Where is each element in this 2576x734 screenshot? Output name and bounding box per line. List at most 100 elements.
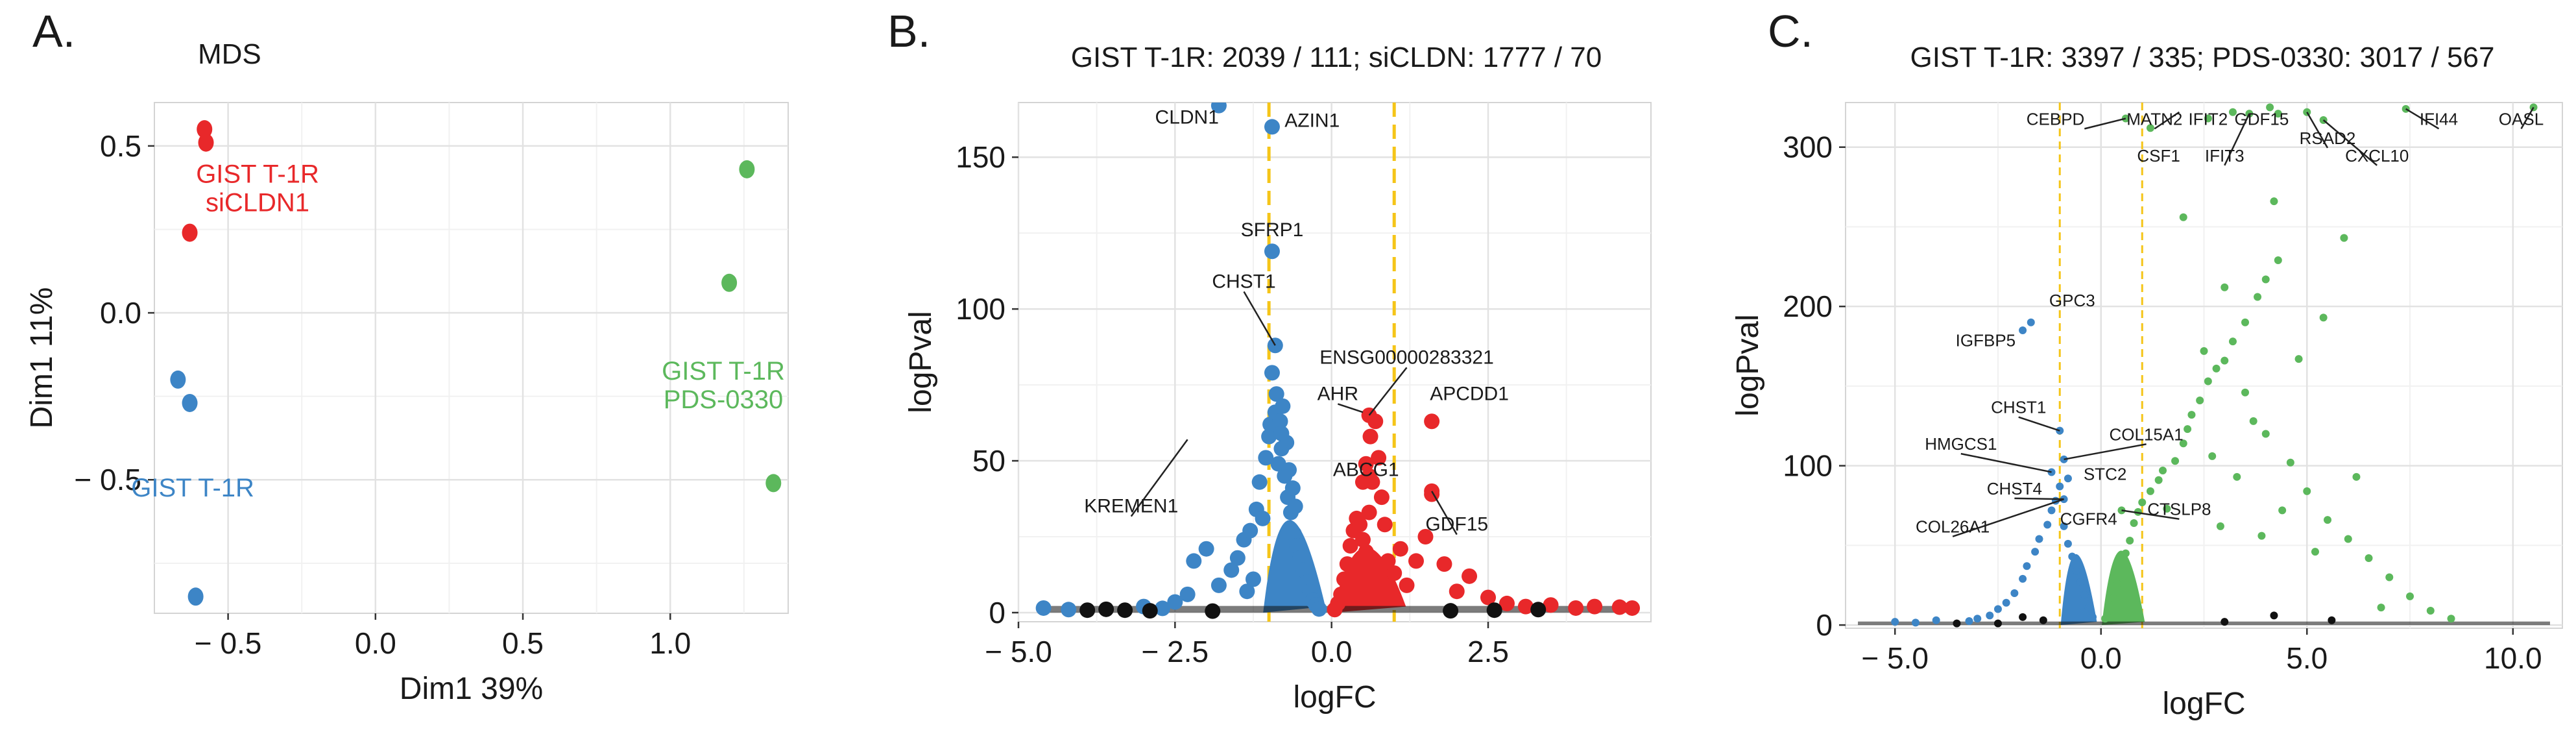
y-tick-label: 150 [956,140,1005,174]
data-point-up [2365,554,2373,562]
x-axis-label: logFC [1293,680,1376,715]
gene-label: MATN2 [2126,109,2182,128]
data-point-up [2385,573,2394,581]
y-tick-label: − 0.5 [74,463,141,496]
data-point-down [1281,462,1297,478]
data-point-up [1462,568,1478,584]
chart-title: MDS [198,38,261,70]
data-point-up [2311,548,2319,556]
data-point-down [1035,600,1052,616]
data-point-down [1261,428,1277,445]
data-point-down [2084,604,2093,612]
grid-lines [154,103,788,613]
data-point-up [2261,430,2270,438]
plot-area [154,102,789,614]
data-point-down [1268,386,1284,402]
data-point-up [2117,563,2126,572]
x-tick-label: 2.5 [1467,635,1509,668]
data-point-ns [2039,616,2047,624]
gene-label: CSF1 [2137,146,2180,165]
gene-label: KREMEN1 [1084,496,1178,517]
panel-label: B. [887,6,930,56]
data-point-up [1424,413,1440,430]
annotation-leader-line [1368,367,1408,416]
data-point [170,370,186,389]
data-point-down [2060,522,2068,530]
data-point-up [1449,583,1465,600]
gene-label: IFIT3 [2205,146,2245,165]
data-point-up [2254,293,2262,301]
data-point-up [1517,598,1534,615]
data-point-up [2121,549,2130,557]
data-point [182,223,198,242]
gene-label: COL26A1 [1916,517,1990,537]
chart-title: GIST T-1R: 3397 / 335; PDS-0330: 3017 / … [1910,42,2495,73]
data-point-ns [2328,616,2336,624]
data-point-up [2208,452,2217,460]
data-point [182,393,198,412]
data-point-up [2274,256,2282,264]
data-point-down [2056,482,2064,491]
data-point-down [1242,522,1258,539]
data-point-down [1264,365,1280,381]
data-point-up [2146,124,2154,132]
data-point-up [1386,565,1402,581]
data-point-up [1361,504,1377,520]
data-point-ns [2221,618,2229,626]
data-point-down [1275,398,1291,414]
data-point-down [1167,594,1183,610]
data-point-up [2278,506,2287,515]
data-point-up [1354,474,1371,490]
data-point-up [2158,467,2167,474]
x-tick-label: 5.0 [2286,641,2328,675]
annotation-leader-line [1952,498,2064,537]
data-point-down [1311,601,1327,617]
y-tick-label: 100 [956,292,1005,326]
x-axis-label: Dim1 39% [400,672,543,706]
gene-label: HMGCS1 [1925,434,1997,454]
annotation-leader-line [2064,443,2147,461]
plot-area [1018,102,1652,622]
data-point-down [1932,616,1940,624]
data-point-down [1155,600,1171,617]
gene-label: IFI44 [2420,109,2458,128]
data-point-up [2447,615,2455,623]
data-point-down [2031,548,2040,556]
data-point-up [2406,592,2414,600]
data-points [1858,103,2550,628]
data-point-up [2184,425,2192,434]
data-point-down [1179,586,1196,602]
data-point-down [2089,613,2097,621]
data-point-up [1336,571,1352,587]
series-label: GIST T-1R [196,160,319,188]
data-point-down [1223,562,1240,578]
data-point-up [2187,411,2196,419]
data-point-down [1272,413,1288,430]
data-point-down [1986,611,1994,620]
data-point-up [2233,472,2241,481]
data-point-down [1965,617,1973,625]
data-point-up [2319,313,2328,322]
gene-label: SFRP1 [1241,219,1304,241]
data-point-up [2109,594,2117,602]
data-point-up [2344,535,2352,543]
data-point-up [1399,577,1415,593]
annotation-leader-line [2306,112,2329,149]
annotation-leader-line [2014,497,2064,500]
data-point-down [1198,541,1214,557]
x-tick-label: − 5.0 [985,635,1052,668]
data-point-ns [2019,613,2027,621]
data-point-up [2126,537,2134,544]
gene-label: CEBPD [2027,109,2085,128]
gene-label: IGFBP5 [1956,331,2016,350]
panel-label: C. [1768,6,1813,56]
y-tick-label: 0 [989,596,1005,630]
data-point-up [1354,532,1371,548]
data-point-down [1229,550,1246,566]
x-axis-label: logFC [2162,687,2245,721]
data-point-up [1480,589,1497,606]
data-point-up [2324,516,2332,524]
y-tick-label: 50 [972,444,1005,478]
